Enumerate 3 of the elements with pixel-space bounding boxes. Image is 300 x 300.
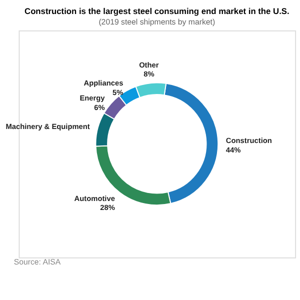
chart-subtitle: (2019 steel shipments by market) xyxy=(98,17,216,26)
source-note: Source: AISA xyxy=(14,257,62,266)
chart-title: Construction is the largest steel consuming end market in the U.S. xyxy=(24,6,290,16)
